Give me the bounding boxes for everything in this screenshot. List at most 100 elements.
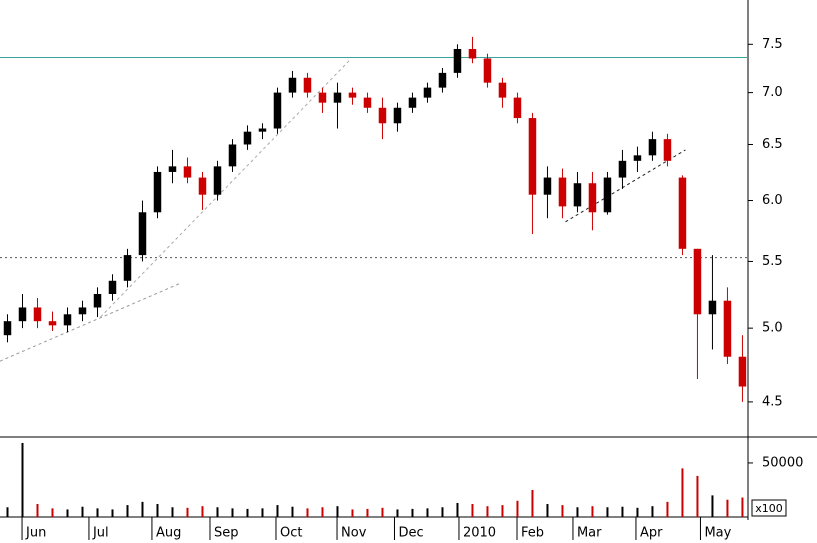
x-tick-label: Aug [156, 526, 181, 541]
volume-bar [156, 504, 159, 517]
volume-tick-label: 50000 [762, 455, 803, 470]
volume-bar [6, 507, 9, 517]
volume-bar [486, 506, 489, 517]
volume-bar [516, 500, 519, 517]
volume-bar [261, 508, 264, 517]
unit-box [751, 499, 787, 517]
volume-bar [591, 506, 594, 517]
volume-bar [276, 505, 279, 517]
volume-unit: x100 [755, 502, 783, 515]
volume-bar [171, 507, 174, 517]
x-tick-label: Nov [341, 526, 367, 541]
candle-body [78, 307, 87, 315]
x-tick-label: 2010 [463, 526, 496, 541]
volume-bar [606, 507, 609, 517]
volume-bar [471, 504, 474, 517]
x-tick-label: Oct [280, 526, 302, 541]
candle-body [18, 307, 27, 322]
candle-body [3, 321, 12, 336]
candle-body [618, 160, 627, 178]
candle-body [738, 356, 747, 387]
volume-bar [666, 501, 669, 517]
x-tick-label: Jun [25, 526, 46, 541]
x-tick-label: Feb [521, 526, 544, 541]
volume-bar [381, 507, 384, 517]
volume-bar [681, 468, 684, 517]
candle-body [198, 177, 207, 195]
candle-body [558, 177, 567, 207]
volume-bar [141, 501, 144, 517]
candle-body [528, 118, 537, 195]
trend-line [0, 282, 181, 362]
volume-bar [216, 507, 219, 517]
volume-bar [696, 475, 699, 517]
candle-body [393, 107, 402, 124]
candle-body [423, 87, 432, 98]
volume-bar [336, 506, 339, 517]
candle-body [708, 300, 717, 315]
volume-bar [366, 508, 369, 517]
candle-body [333, 92, 342, 103]
candle-body [153, 171, 162, 213]
candle-body [258, 128, 267, 132]
candle-body [573, 183, 582, 207]
candle-body [648, 139, 657, 156]
volume-bar [81, 506, 84, 517]
y-tick-label: 7.0 [762, 85, 783, 100]
x-tick-label: Mar [577, 526, 602, 541]
candle-body [318, 92, 327, 103]
candle-body [468, 48, 477, 59]
volume-bar [456, 502, 459, 517]
candle-body [453, 48, 462, 73]
candle-body [138, 212, 147, 256]
y-tick-label: 5.0 [762, 321, 783, 336]
candle-body [363, 97, 372, 108]
candle-body [483, 58, 492, 83]
x-tick-label: Jul [92, 526, 109, 541]
volume-bar [66, 509, 69, 517]
candle-body [513, 97, 522, 119]
candle-body [723, 300, 732, 357]
volume-bar [546, 504, 549, 517]
volume-bar [231, 508, 234, 517]
volume-bar [651, 506, 654, 517]
volume-bar [351, 509, 354, 517]
candle-body [543, 177, 552, 195]
candle-body [678, 177, 687, 249]
y-tick-label: 7.5 [762, 37, 783, 52]
volume-bar [561, 505, 564, 517]
candle-body [663, 139, 672, 161]
volume-bar [306, 508, 309, 517]
candle-body [108, 280, 117, 294]
volume-bar [21, 442, 24, 517]
volume-bar [51, 508, 54, 517]
candle-body [498, 82, 507, 98]
candle-body [408, 97, 417, 108]
volume-bar [201, 506, 204, 517]
candle-body [378, 107, 387, 124]
candle-body [183, 166, 192, 178]
volume-bar [36, 504, 39, 517]
y-tick-label: 6.0 [762, 193, 783, 208]
candle-body [303, 77, 312, 93]
volume-bar [246, 508, 249, 517]
y-tick-label: 5.5 [762, 254, 783, 269]
candle-body [288, 77, 297, 93]
volume-bar [111, 509, 114, 517]
volume-bar [396, 509, 399, 517]
volume-bar [426, 508, 429, 517]
y-tick-label: 4.5 [762, 394, 783, 409]
candle-body [228, 144, 237, 167]
volume-bar [441, 507, 444, 517]
volume-bar [531, 489, 534, 517]
volume-bar [711, 495, 714, 517]
volume-bar [636, 507, 639, 517]
volume-bar [291, 506, 294, 517]
volume-bar [411, 508, 414, 517]
candle-body [123, 255, 132, 281]
volume-bar [621, 506, 624, 517]
volume-bar [726, 499, 729, 517]
candle-body [48, 321, 57, 326]
